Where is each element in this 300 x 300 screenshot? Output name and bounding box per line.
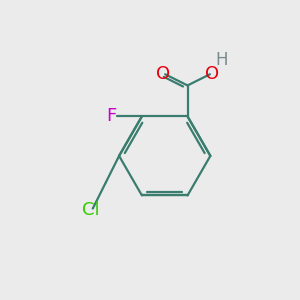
Text: F: F [106,107,117,125]
Text: H: H [215,51,228,69]
Text: O: O [156,65,170,83]
Text: Cl: Cl [82,201,100,219]
Text: O: O [205,65,219,83]
